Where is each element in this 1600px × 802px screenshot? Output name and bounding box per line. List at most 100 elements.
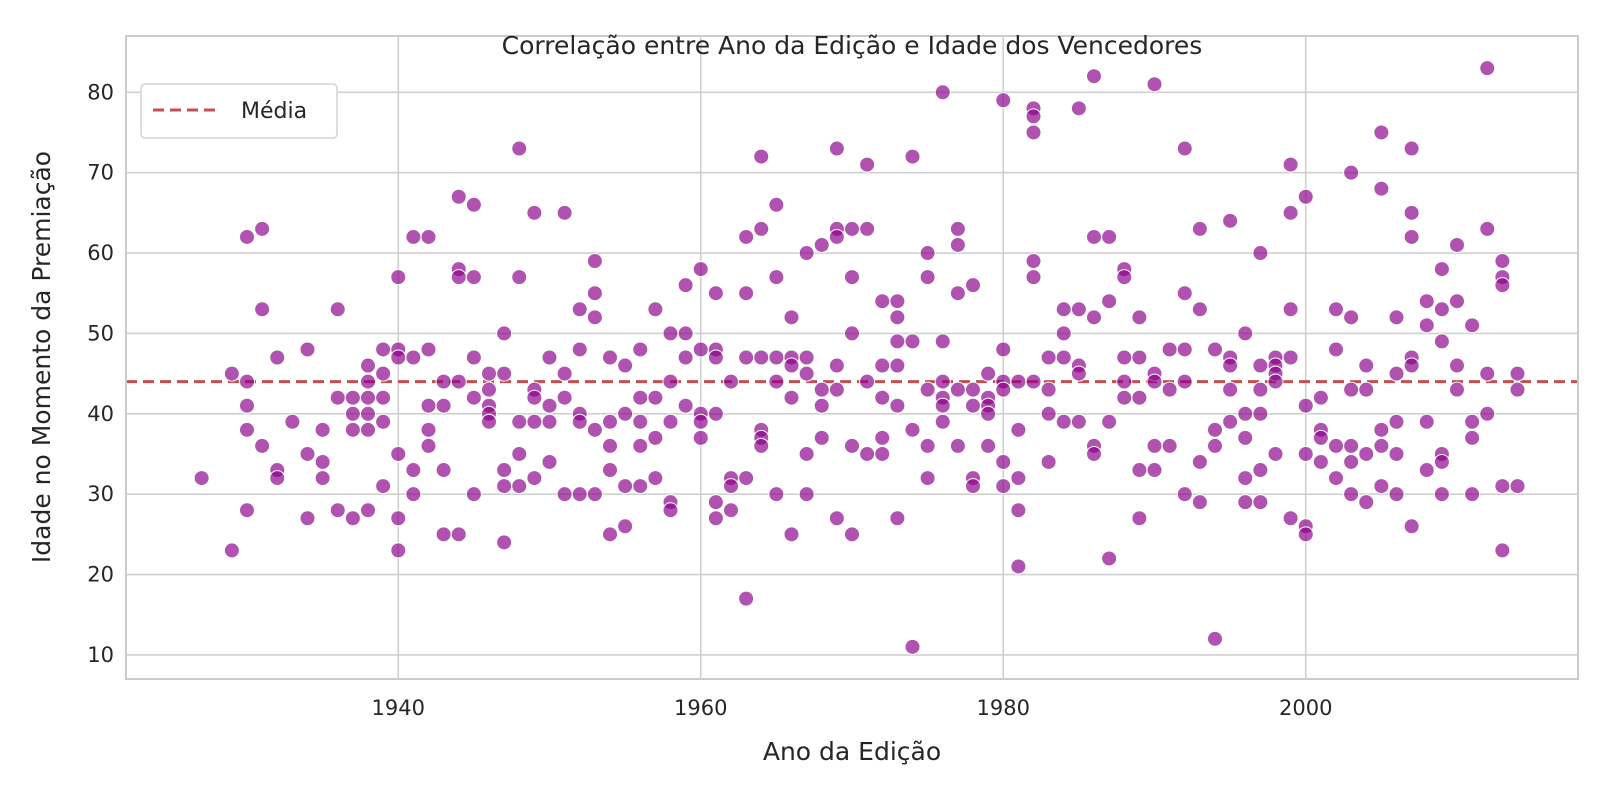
scatter-point bbox=[435, 397, 452, 414]
scatter-point bbox=[692, 261, 709, 278]
scatter-point bbox=[1161, 437, 1178, 454]
scatter-point bbox=[919, 437, 936, 454]
scatter-point bbox=[1403, 228, 1420, 245]
scatter-point bbox=[269, 470, 286, 487]
scatter-point bbox=[1025, 253, 1042, 270]
scatter-point bbox=[1373, 180, 1390, 197]
scatter-point bbox=[859, 445, 876, 462]
scatter-point bbox=[647, 301, 664, 318]
scatter-point bbox=[919, 269, 936, 286]
scatter-point bbox=[1343, 164, 1360, 181]
scatter-point bbox=[1328, 341, 1344, 358]
scatter-point bbox=[1252, 381, 1269, 398]
scatter-point bbox=[571, 486, 588, 503]
scatter-point bbox=[556, 204, 573, 221]
scatter-point bbox=[375, 365, 392, 382]
scatter-point bbox=[768, 349, 785, 366]
scatter-point bbox=[1131, 349, 1148, 366]
scatter-point bbox=[874, 389, 891, 406]
scatter-point bbox=[1358, 381, 1375, 398]
scatter-point bbox=[904, 333, 921, 350]
scatter-point bbox=[1176, 285, 1193, 302]
scatter-point bbox=[889, 333, 906, 350]
scatter-point bbox=[828, 357, 845, 374]
scatter-point bbox=[239, 373, 255, 390]
scatter-point bbox=[511, 269, 528, 286]
scatter-point bbox=[828, 510, 845, 527]
scatter-point bbox=[420, 397, 437, 414]
y-axis-title: Idade no Momento da Premiação bbox=[27, 151, 56, 563]
scatter-point bbox=[707, 349, 724, 366]
scatter-point bbox=[1131, 462, 1148, 479]
scatter-point bbox=[919, 470, 936, 487]
scatter-point bbox=[1116, 349, 1133, 366]
scatter-point bbox=[314, 453, 331, 470]
scatter-point bbox=[1373, 124, 1390, 141]
x-tick-label: 1980 bbox=[977, 696, 1030, 720]
scatter-point bbox=[496, 365, 513, 382]
scatter-point bbox=[1176, 140, 1193, 157]
scatter-point bbox=[556, 486, 573, 503]
scatter-point bbox=[360, 357, 376, 374]
scatter-point bbox=[1312, 429, 1329, 446]
scatter-point bbox=[1040, 405, 1057, 422]
scatter-point bbox=[1055, 413, 1072, 430]
scatter-point bbox=[949, 381, 966, 398]
scatter-point bbox=[632, 478, 649, 495]
scatter-point bbox=[632, 389, 649, 406]
scatter-point bbox=[602, 349, 618, 366]
scatter-point bbox=[375, 389, 392, 406]
scatter-point bbox=[450, 269, 467, 286]
scatter-point bbox=[526, 389, 543, 406]
scatter-point bbox=[783, 309, 800, 326]
scatter-point bbox=[798, 365, 815, 382]
scatter-point bbox=[1010, 421, 1027, 438]
scatter-point bbox=[1207, 437, 1223, 454]
scatter-point bbox=[692, 413, 709, 430]
scatter-point bbox=[949, 285, 966, 302]
y-tick-label: 70 bbox=[87, 161, 114, 185]
scatter-point bbox=[995, 453, 1012, 470]
scatter-point bbox=[904, 148, 921, 165]
scatter-point bbox=[1116, 373, 1133, 390]
scatter-point bbox=[1222, 212, 1239, 229]
scatter-point bbox=[239, 502, 255, 519]
scatter-point bbox=[586, 486, 603, 503]
scatter-point bbox=[602, 413, 618, 430]
scatter-point bbox=[1207, 421, 1223, 438]
scatter-point bbox=[1312, 389, 1329, 406]
scatter-point bbox=[390, 269, 407, 286]
scatter-point bbox=[813, 381, 830, 398]
scatter-point bbox=[1025, 108, 1042, 125]
scatter-point bbox=[1025, 124, 1042, 141]
scatter-point bbox=[360, 373, 376, 390]
scatter-point bbox=[738, 228, 755, 245]
scatter-point bbox=[1086, 228, 1102, 245]
scatter-point bbox=[360, 502, 376, 519]
scatter-point bbox=[1176, 486, 1193, 503]
scatter-point bbox=[753, 349, 770, 366]
scatter-point bbox=[1464, 486, 1481, 503]
scatter-point bbox=[1282, 301, 1299, 318]
scatter-point bbox=[1328, 301, 1344, 318]
scatter-point bbox=[1207, 630, 1223, 647]
scatter-point bbox=[223, 542, 240, 559]
scatter-point bbox=[1161, 381, 1178, 398]
scatter-point bbox=[1055, 301, 1072, 318]
scatter-point bbox=[1040, 453, 1057, 470]
scatter-point bbox=[1343, 486, 1360, 503]
scatter-point bbox=[1464, 413, 1481, 430]
scatter-point bbox=[1509, 365, 1526, 382]
scatter-point bbox=[1040, 381, 1057, 398]
scatter-point bbox=[934, 413, 951, 430]
scatter-point bbox=[738, 349, 755, 366]
scatter-point bbox=[329, 301, 346, 318]
scatter-point bbox=[965, 277, 981, 294]
y-tick-label: 30 bbox=[87, 482, 114, 506]
scatter-point bbox=[1267, 373, 1284, 390]
scatter-point bbox=[420, 228, 437, 245]
scatter-point bbox=[344, 421, 361, 438]
scatter-point bbox=[647, 389, 664, 406]
legend-box bbox=[140, 83, 338, 139]
scatter-point bbox=[677, 277, 694, 294]
